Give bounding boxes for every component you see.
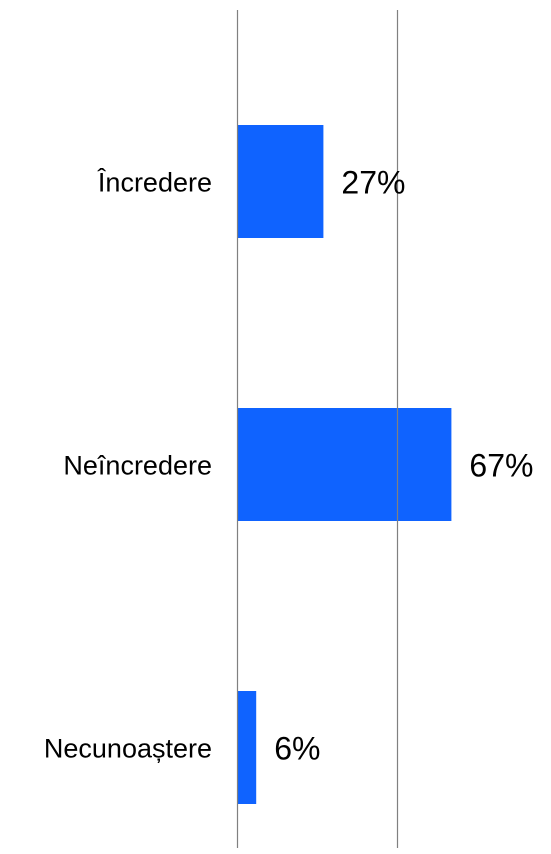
category-label: Încredere [97, 167, 212, 198]
category-labels: Încredere Neîncredere Necunoaștere [44, 167, 212, 764]
bars [237, 125, 452, 804]
gridlines [236, 10, 399, 848]
bar [237, 691, 257, 804]
data-label: 6% [274, 731, 320, 767]
data-label: 27% [341, 165, 405, 201]
data-labels: 27% 67% 6% [274, 165, 533, 767]
category-label: Neîncredere [63, 451, 212, 481]
category-label: Necunoaștere [44, 734, 212, 764]
data-label: 67% [469, 448, 533, 484]
bar [237, 125, 324, 238]
bar [237, 408, 452, 521]
